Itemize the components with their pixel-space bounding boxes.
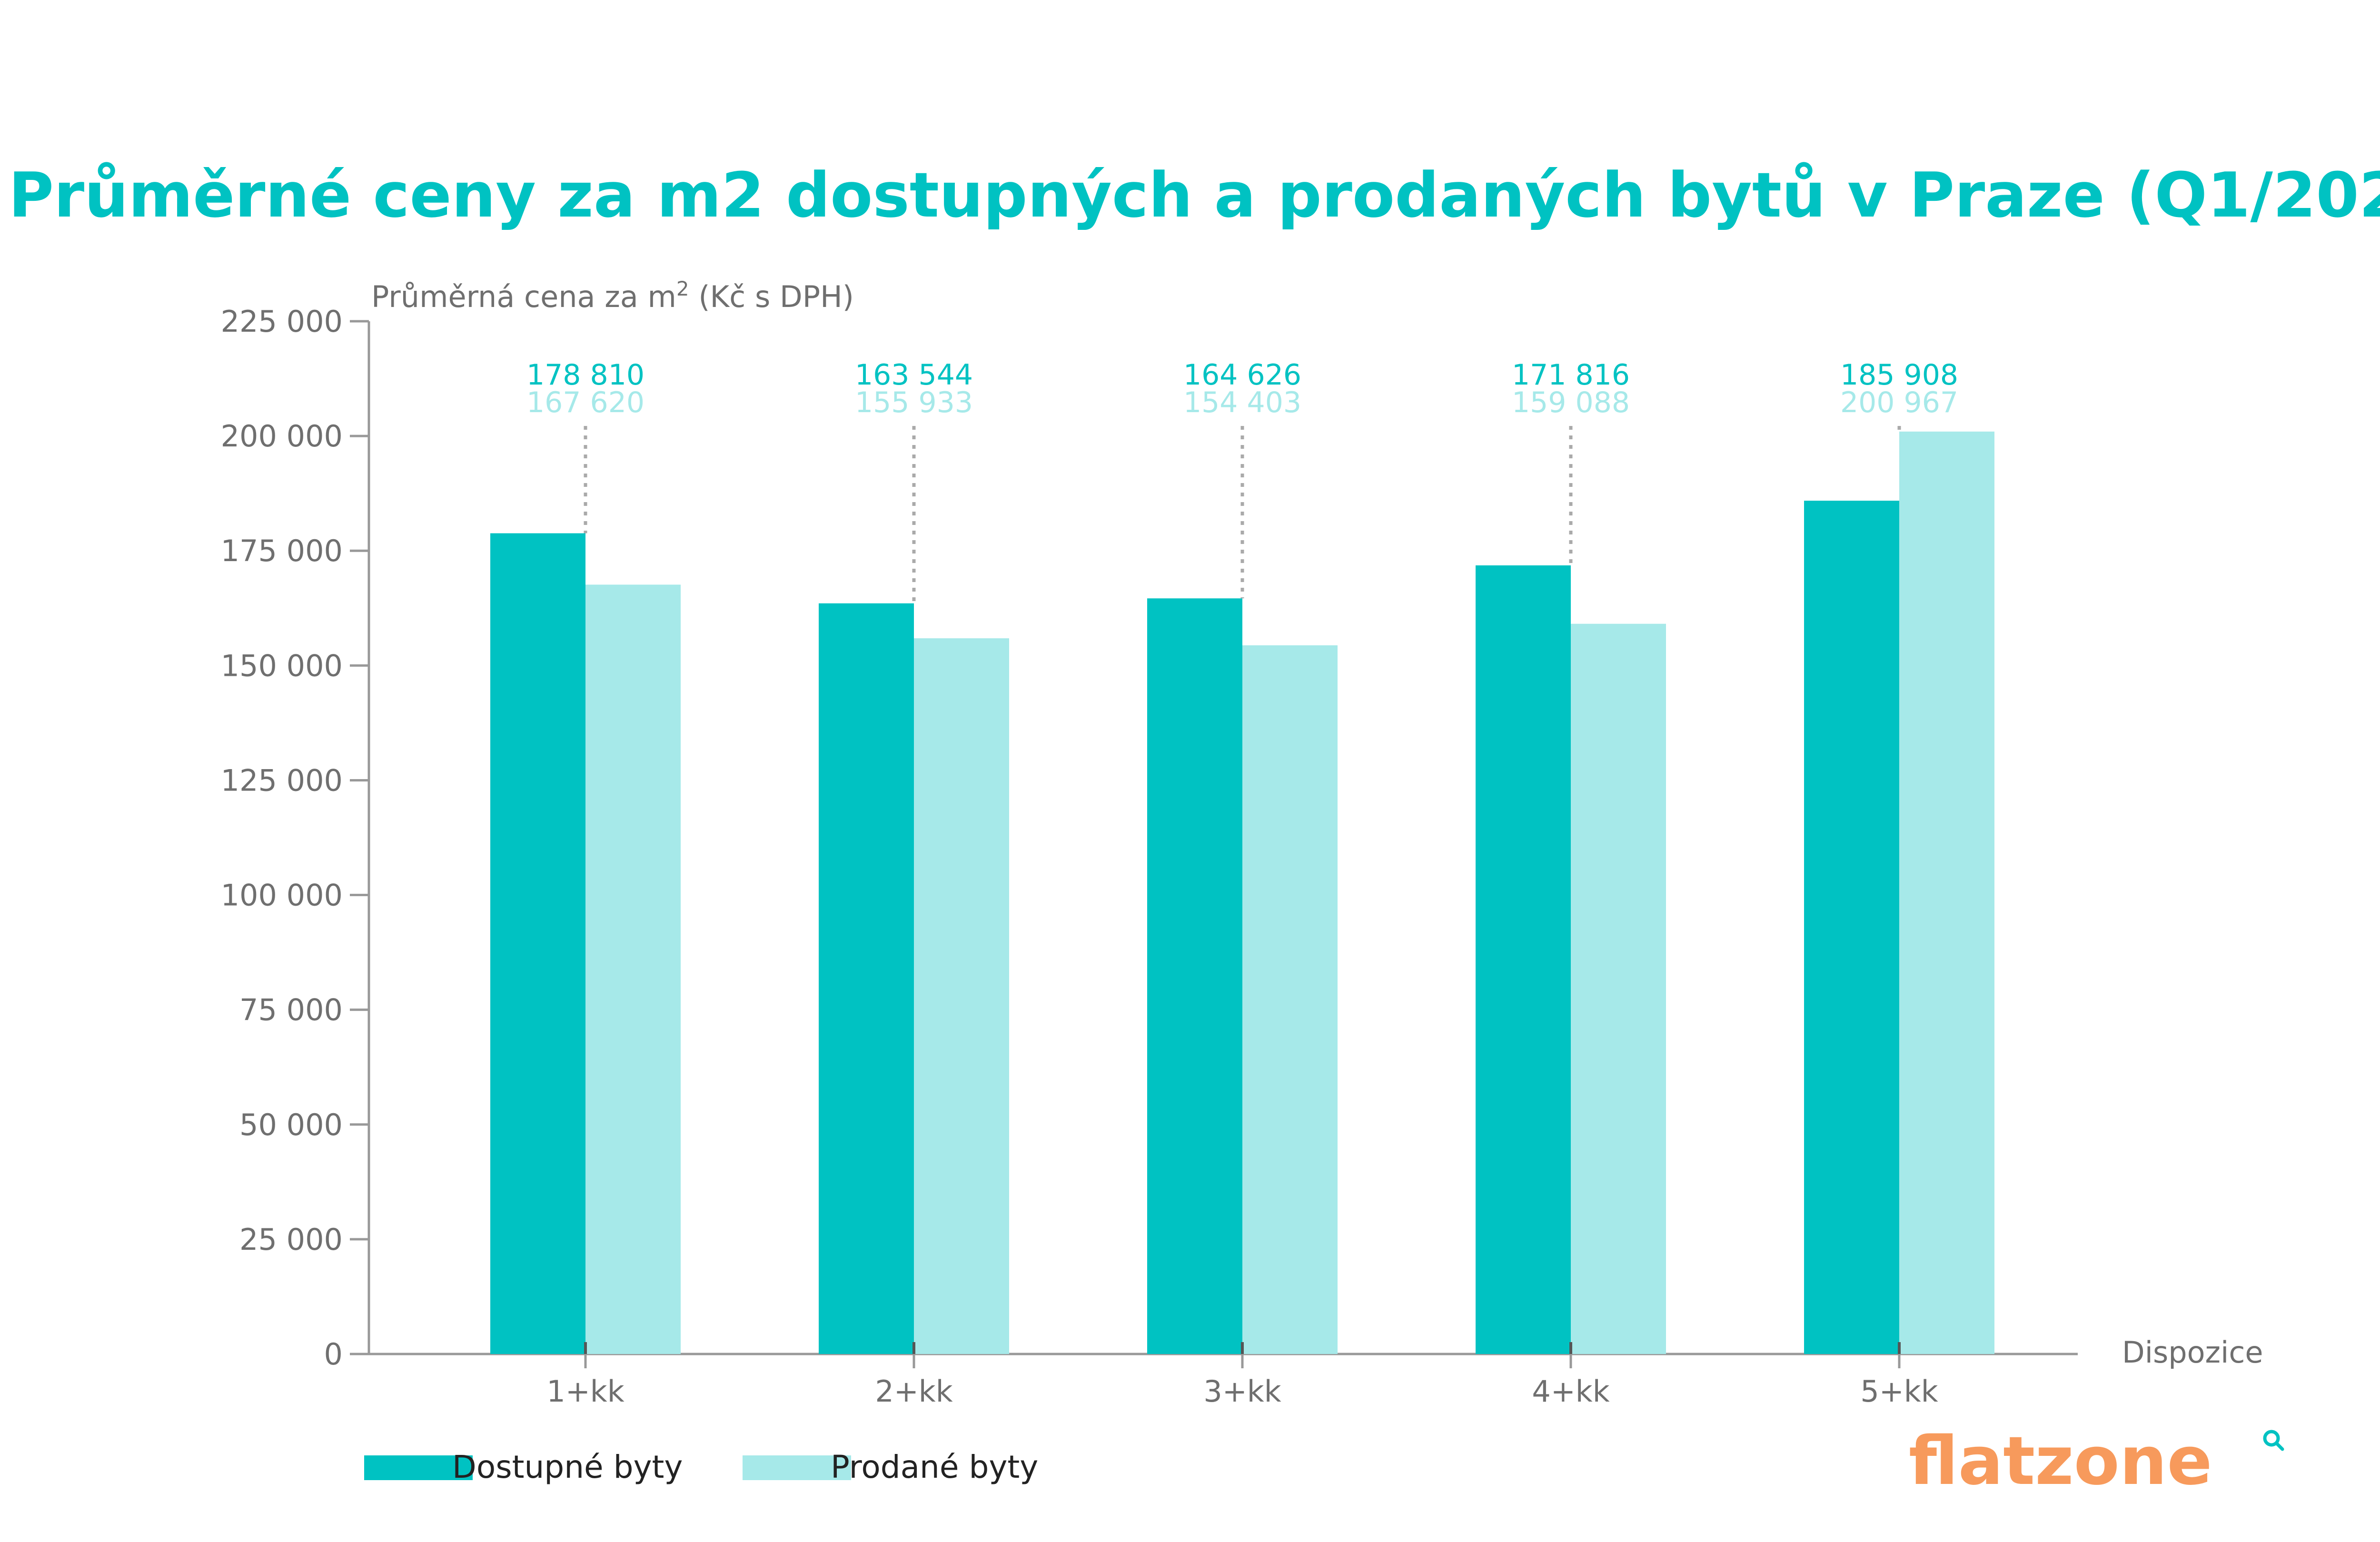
value-label-prodane: 167 620 (526, 386, 645, 419)
bar-dostupne-byty (819, 603, 914, 1354)
logo-text: flatzone (1909, 1423, 2212, 1500)
guides (584, 426, 1901, 1354)
y-axis-label: Průměrná cena za m2 (Kč s DPH) (371, 277, 854, 314)
bar-dostupne-byty (1147, 598, 1242, 1354)
chart-title: Průměrné ceny za m2 dostupných a prodaný… (9, 159, 2380, 231)
bar-prodane-byty (1899, 431, 1994, 1354)
bar-prodane-byty (1242, 645, 1338, 1354)
x-tick-label: 4+kk (1532, 1374, 1609, 1409)
y-tick-label: 225 000 (221, 304, 343, 339)
legend: Dostupné byty Prodané byty (364, 1449, 1038, 1485)
value-label-dostupne: 178 810 (526, 358, 645, 392)
y-ticks: 0 25 000 50 000 75 000 100 000 125 000 150 000… (221, 304, 369, 1372)
value-label-dostupne: 185 908 (1840, 358, 1958, 392)
bars (490, 431, 1994, 1354)
y-tick-label: 50 000 (239, 1107, 343, 1142)
x-tick-label: 1+kk (546, 1374, 624, 1409)
logo-search-icon (2263, 1430, 2280, 1447)
value-label-prodane: 159 088 (1512, 386, 1630, 419)
bar-dostupne-byty (1804, 501, 1899, 1354)
x-ticks: 1+kk 2+kk 3+kk 4+kk 5+kk (546, 1354, 1938, 1409)
legend-swatch-prodane (743, 1455, 851, 1480)
value-label-prodane: 154 403 (1183, 386, 1301, 419)
bar-prodane-byty (914, 638, 1009, 1354)
bar-prodane-byty (585, 584, 681, 1354)
legend-label-dostupne: Dostupné byty (452, 1449, 683, 1485)
y-tick-label: 25 000 (239, 1222, 343, 1257)
value-label-dostupne: 164 626 (1183, 358, 1301, 392)
y-tick-label: 150 000 (221, 648, 343, 683)
bar-dostupne-byty (490, 533, 585, 1354)
y-tick-label: 75 000 (239, 993, 343, 1028)
flatzone-logo: flatzone (1909, 1423, 2284, 1500)
y-tick-label: 175 000 (221, 534, 343, 568)
value-label-prodane: 200 967 (1840, 386, 1958, 419)
y-tick-label: 200 000 (221, 419, 343, 454)
x-tick-label: 2+kk (875, 1374, 952, 1409)
y-tick-label: 0 (324, 1337, 343, 1372)
x-tick-label: 5+kk (1860, 1374, 1938, 1409)
y-axis-label-main: Průměrná cena za m (371, 279, 676, 314)
legend-swatch-dostupne (364, 1455, 473, 1480)
value-label-dostupne: 171 816 (1512, 358, 1630, 392)
y-tick-label: 100 000 (221, 878, 343, 913)
y-axis-label-sup: 2 (676, 277, 689, 300)
y-tick-label: 125 000 (221, 763, 343, 798)
bar-prodane-byty (1571, 623, 1666, 1354)
x-axis-label: Dispozice (2122, 1335, 2263, 1370)
value-label-prodane: 155 933 (855, 386, 973, 419)
legend-label-prodane: Prodané byty (831, 1449, 1038, 1485)
x-tick-label: 3+kk (1203, 1374, 1281, 1409)
value-label-dostupne: 163 544 (855, 358, 973, 392)
y-axis-label-tail: (Kč s DPH) (689, 279, 854, 314)
logo-search-icon-handle (2274, 1441, 2284, 1451)
bar-dostupne-byty (1476, 565, 1571, 1354)
